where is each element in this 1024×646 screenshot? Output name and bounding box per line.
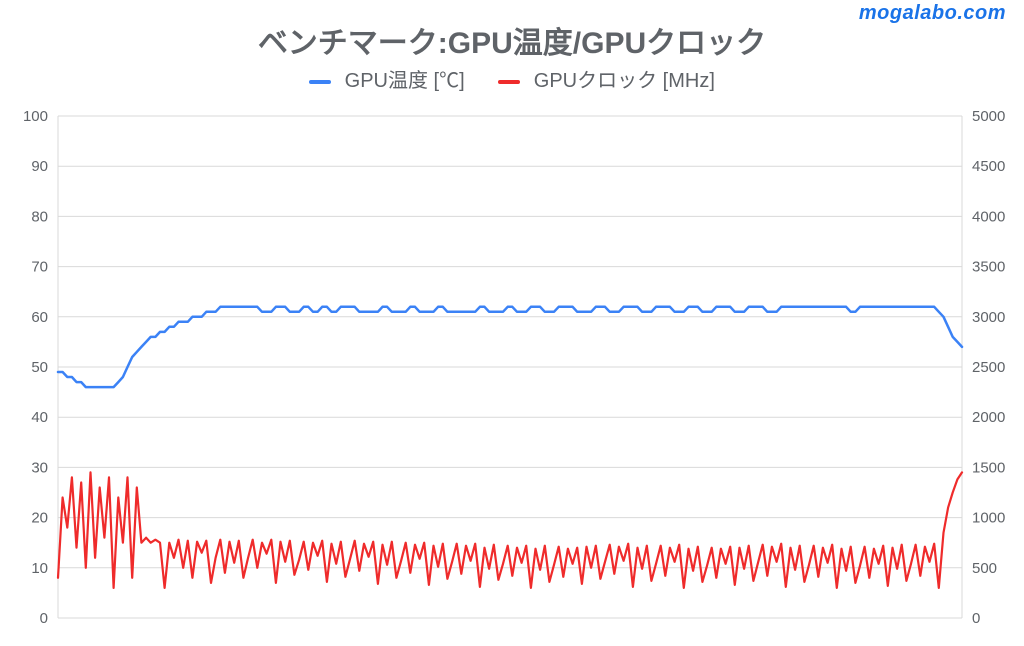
legend-label-clock: GPUクロック [MHz] — [534, 70, 715, 92]
legend-item-temp: GPU温度 [℃] — [309, 64, 465, 93]
svg-text:3000: 3000 — [972, 309, 1005, 326]
legend-label-temp: GPU温度 [℃] — [345, 70, 465, 92]
svg-text:100: 100 — [23, 108, 48, 125]
legend-item-clock: GPUクロック [MHz] — [498, 64, 715, 93]
svg-text:30: 30 — [31, 459, 48, 476]
svg-text:500: 500 — [972, 560, 997, 577]
legend-swatch-temp — [309, 80, 331, 84]
svg-text:60: 60 — [31, 309, 48, 326]
svg-text:0: 0 — [40, 610, 48, 627]
svg-text:5000: 5000 — [972, 108, 1005, 125]
svg-text:90: 90 — [31, 158, 48, 175]
chart-title: ベンチマーク:GPU温度/GPUクロック — [0, 18, 1024, 62]
svg-text:1000: 1000 — [972, 510, 1005, 527]
chart-svg: 0102030405060708090100050010001500200025… — [0, 108, 1024, 630]
svg-text:2500: 2500 — [972, 359, 1005, 376]
svg-text:50: 50 — [31, 359, 48, 376]
svg-text:4500: 4500 — [972, 158, 1005, 175]
legend: GPU温度 [℃] GPUクロック [MHz] — [0, 64, 1024, 93]
svg-text:20: 20 — [31, 510, 48, 527]
svg-text:1500: 1500 — [972, 459, 1005, 476]
svg-text:40: 40 — [31, 409, 48, 426]
svg-text:80: 80 — [31, 208, 48, 225]
legend-swatch-clock — [498, 80, 520, 84]
svg-text:2000: 2000 — [972, 409, 1005, 426]
svg-text:10: 10 — [31, 560, 48, 577]
svg-text:3500: 3500 — [972, 259, 1005, 276]
svg-text:0: 0 — [972, 610, 980, 627]
chart-area: 0102030405060708090100050010001500200025… — [0, 108, 1024, 630]
svg-text:70: 70 — [31, 259, 48, 276]
svg-text:4000: 4000 — [972, 208, 1005, 225]
